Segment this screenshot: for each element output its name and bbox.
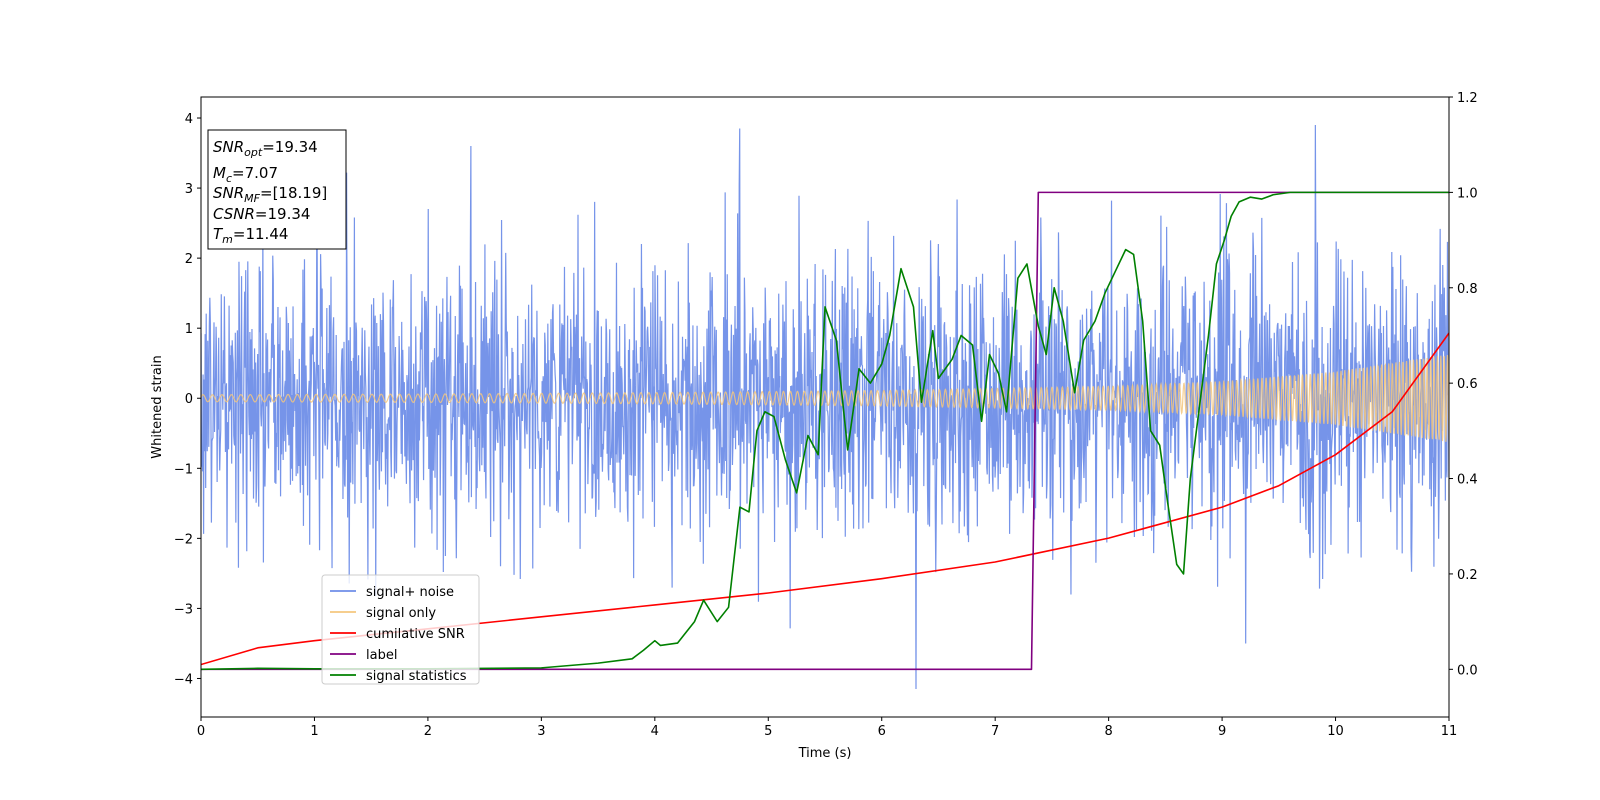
y-tick-label: 0 [185,392,193,407]
x-tick-label: 6 [878,724,886,739]
x-tick-label: 4 [651,724,659,739]
y-tick-label: 3 [185,182,193,197]
y-axis-left: −4 −3 −2 −1 0 1 2 3 4 [174,112,201,687]
legend-label: signal+ noise [366,585,454,600]
x-tick-label: 8 [1104,724,1112,739]
legend: signal+ noise signal only cumilative SNR la… [321,574,480,685]
y2-tick-label: 0.0 [1457,663,1478,678]
y2-tick-label: 0.6 [1457,377,1478,392]
annotation-csnr: CSNR=19.34 [213,205,310,223]
x-tick-label: 2 [424,724,432,739]
y-tick-label: −3 [174,602,193,617]
y2-tick-label: 0.2 [1457,568,1478,583]
annotation-mc: Mc=7.07 [213,164,278,185]
y2-tick-label: 0.4 [1457,473,1478,488]
y2-tick-label: 0.8 [1457,282,1478,297]
axes-frame [200,96,1450,718]
legend-label: signal only [366,606,436,621]
annotation-snr-mf: SNRMF=[18.19] [213,184,327,205]
x-axis: 0 1 2 3 4 5 6 7 8 9 10 11 [197,717,1457,739]
y-axis-right: 0.0 0.2 0.4 0.6 0.8 1.0 1.2 [1449,91,1478,678]
x-tick-label: 11 [1441,724,1458,739]
legend-label: cumilative SNR [366,627,465,642]
annotation-box: SNRopt=19.34 Mc=7.07 SNRMF=[18.19] CSNR=… [207,129,347,250]
series-label [201,191,1449,671]
y-axis-label: Whitened strain [150,355,165,458]
x-tick-label: 9 [1218,724,1226,739]
y-tick-label: −4 [174,672,193,687]
series-signal-statistics [201,191,1449,671]
y2-tick-label: 1.2 [1457,91,1478,106]
x-tick-label: 10 [1327,724,1344,739]
series-signal-noise [201,125,1449,689]
y-tick-label: −2 [174,532,193,547]
legend-label: signal statistics [366,669,467,684]
annotation-frame [207,129,347,250]
y-tick-label: 4 [185,112,193,127]
x-tick-label: 3 [537,724,545,739]
x-axis-label: Time (s) [798,746,852,761]
series-signal-only [201,355,1449,442]
x-tick-label: 1 [310,724,318,739]
y-tick-label: −1 [174,462,193,477]
legend-label: label [366,648,397,663]
annotation-snr-opt: SNRopt=19.34 [213,138,318,159]
x-tick-label: 5 [764,724,772,739]
y-tick-label: 2 [185,252,193,267]
y-tick-label: 1 [185,322,193,337]
x-tick-label: 7 [991,724,999,739]
legend-frame [321,574,480,685]
y2-tick-label: 1.0 [1457,186,1478,201]
x-tick-label: 0 [197,724,205,739]
annotation-tm: Tm=11.44 [213,225,288,246]
